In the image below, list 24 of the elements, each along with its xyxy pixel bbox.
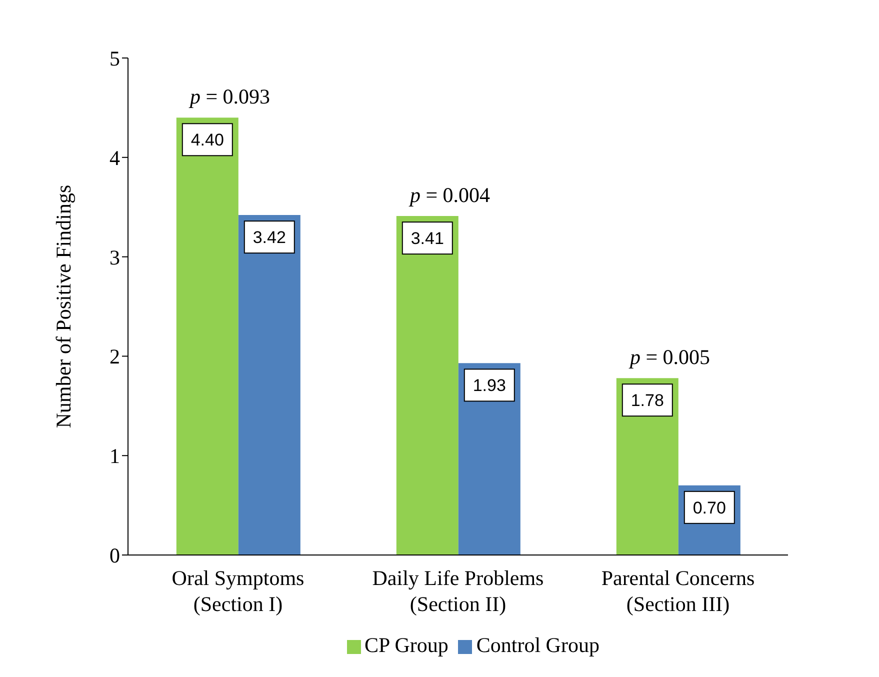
y-tick-label: 3 bbox=[110, 245, 120, 270]
legend-label: CP Group bbox=[364, 633, 448, 657]
data-label: 3.42 bbox=[252, 228, 286, 248]
bar bbox=[238, 215, 300, 555]
x-tick-label: Oral Symptoms (Section I) bbox=[172, 566, 304, 616]
y-tick-label: 5 bbox=[110, 46, 120, 70]
data-label: 3.41 bbox=[410, 229, 444, 248]
y-tick-label: 4 bbox=[110, 146, 120, 170]
data-label: 1.93 bbox=[472, 376, 506, 396]
data-label: 4.40 bbox=[190, 130, 224, 150]
x-tick-label: Parental Concerns (Section III) bbox=[601, 566, 755, 616]
y-tick-label: 2 bbox=[110, 344, 120, 369]
bar bbox=[176, 118, 238, 555]
data-label: 1.78 bbox=[630, 391, 664, 410]
annotation: p = 0.004 bbox=[408, 183, 491, 208]
bar bbox=[396, 216, 458, 555]
y-tick-label: 0 bbox=[110, 543, 120, 568]
y-tick-label: 1 bbox=[110, 444, 120, 468]
annotation: p = 0.093 bbox=[188, 84, 270, 109]
y-axis-title: Number of Positive Findings bbox=[51, 184, 76, 428]
annotation: p = 0.005 bbox=[628, 345, 710, 370]
data-label: 0.70 bbox=[692, 498, 726, 518]
legend-label: Control Group bbox=[476, 633, 600, 657]
x-tick-label: Daily Life Problems (Section II) bbox=[372, 566, 544, 616]
